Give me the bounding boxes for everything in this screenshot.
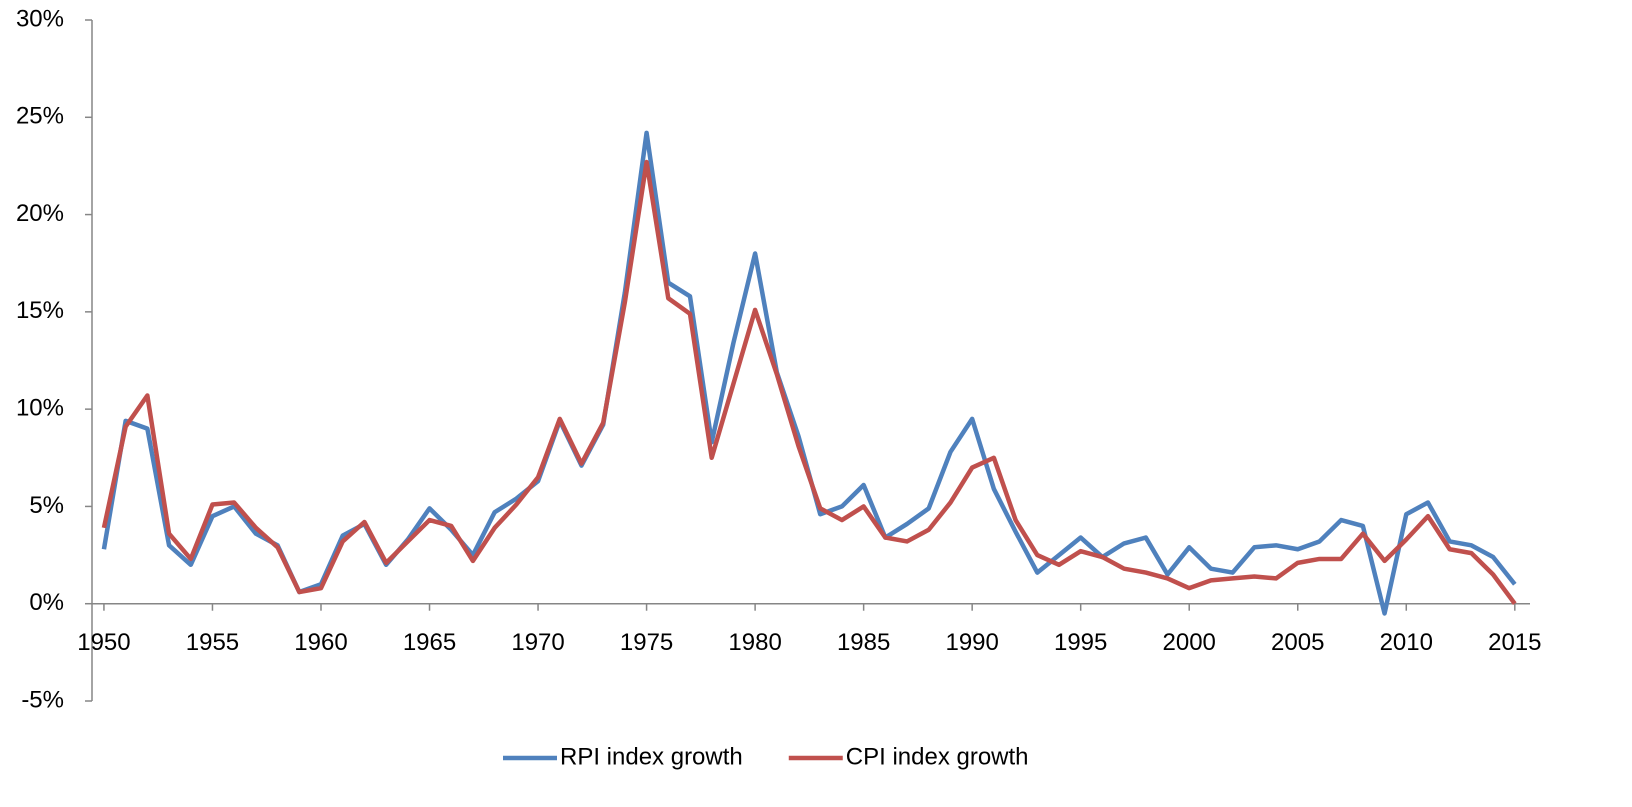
x-tick-label: 2005 [1271, 629, 1324, 656]
y-tick-label: 30% [16, 5, 64, 32]
x-tick-label: 1980 [728, 629, 781, 656]
x-tick-label: 2010 [1380, 629, 1433, 656]
y-tick-label: 5% [29, 492, 64, 519]
x-tick-label: 1990 [945, 629, 998, 656]
legend-label: CPI index growth [846, 743, 1029, 770]
x-tick-label: 1960 [294, 629, 347, 656]
x-tick-label: 1970 [511, 629, 564, 656]
x-tick-label: 1975 [620, 629, 673, 656]
x-tick-label: 1965 [403, 629, 456, 656]
y-tick-label: 25% [16, 103, 64, 130]
data-line [101, 130, 1517, 616]
y-tick-label: 0% [29, 589, 64, 616]
data-line [101, 159, 1517, 606]
y-tick-label: 10% [16, 394, 64, 421]
y-tick-label: 15% [16, 297, 64, 324]
legend-label: RPI index growth [560, 743, 743, 770]
x-tick-label: 2000 [1163, 629, 1216, 656]
x-tick-label: 1995 [1054, 629, 1107, 656]
y-tick-label: -5% [21, 686, 64, 713]
x-tick-label: 2015 [1488, 629, 1541, 656]
x-tick-label: 1955 [186, 629, 239, 656]
x-tick-label: 1985 [837, 629, 890, 656]
x-tick-label: 1950 [77, 629, 130, 656]
y-tick-label: 20% [16, 200, 64, 227]
